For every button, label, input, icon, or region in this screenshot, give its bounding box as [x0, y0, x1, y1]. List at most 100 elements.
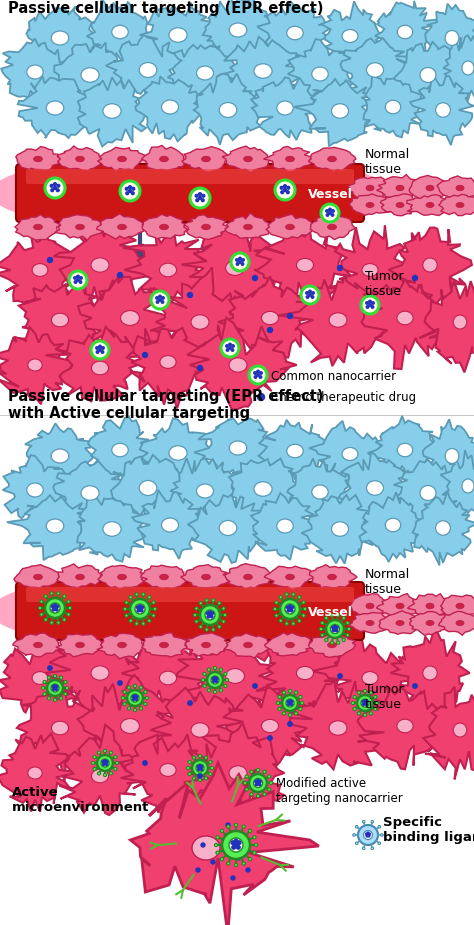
Circle shape	[121, 697, 125, 699]
Circle shape	[131, 191, 134, 194]
Circle shape	[56, 189, 59, 191]
Circle shape	[67, 613, 70, 616]
Circle shape	[50, 621, 53, 624]
Circle shape	[205, 598, 208, 602]
Ellipse shape	[286, 224, 294, 229]
Polygon shape	[348, 177, 393, 202]
Circle shape	[364, 831, 373, 840]
Circle shape	[59, 676, 63, 679]
Ellipse shape	[75, 224, 84, 229]
Polygon shape	[443, 35, 474, 102]
Polygon shape	[264, 566, 316, 590]
Circle shape	[59, 697, 63, 700]
Ellipse shape	[46, 101, 64, 115]
Circle shape	[91, 761, 95, 765]
Circle shape	[205, 610, 215, 620]
Circle shape	[290, 703, 292, 706]
Ellipse shape	[229, 441, 247, 455]
Polygon shape	[362, 279, 447, 369]
Polygon shape	[141, 145, 189, 170]
Circle shape	[275, 601, 278, 604]
Circle shape	[249, 366, 267, 384]
Circle shape	[253, 851, 256, 855]
Circle shape	[186, 767, 190, 770]
Circle shape	[209, 772, 212, 775]
Polygon shape	[184, 633, 229, 656]
Circle shape	[255, 781, 257, 783]
Polygon shape	[379, 610, 423, 635]
Circle shape	[334, 625, 336, 628]
Polygon shape	[53, 462, 133, 523]
Circle shape	[195, 607, 198, 611]
Circle shape	[97, 771, 100, 775]
Circle shape	[50, 603, 60, 613]
Circle shape	[139, 707, 143, 710]
Circle shape	[141, 606, 144, 609]
Polygon shape	[135, 76, 208, 142]
Circle shape	[205, 628, 208, 631]
Ellipse shape	[201, 642, 210, 647]
Circle shape	[131, 694, 139, 702]
Circle shape	[326, 210, 328, 212]
Ellipse shape	[329, 721, 347, 735]
Circle shape	[188, 292, 192, 298]
Circle shape	[369, 712, 373, 715]
Circle shape	[287, 186, 290, 190]
Polygon shape	[257, 1, 330, 62]
Circle shape	[54, 607, 56, 610]
Ellipse shape	[160, 156, 168, 162]
Circle shape	[260, 372, 262, 375]
Circle shape	[207, 672, 223, 688]
Polygon shape	[408, 594, 450, 617]
Ellipse shape	[34, 156, 42, 162]
Circle shape	[132, 188, 135, 191]
Circle shape	[151, 291, 169, 309]
FancyBboxPatch shape	[16, 582, 364, 640]
Circle shape	[232, 845, 236, 849]
Polygon shape	[364, 76, 421, 137]
Polygon shape	[368, 416, 439, 477]
Circle shape	[353, 696, 356, 698]
Polygon shape	[55, 43, 129, 113]
Ellipse shape	[91, 666, 109, 680]
Circle shape	[321, 204, 339, 222]
Circle shape	[235, 863, 237, 867]
Ellipse shape	[328, 574, 337, 580]
Circle shape	[332, 629, 335, 632]
Circle shape	[211, 676, 219, 684]
Circle shape	[237, 841, 241, 845]
Circle shape	[126, 191, 128, 194]
Circle shape	[288, 722, 292, 726]
Polygon shape	[7, 495, 92, 561]
Ellipse shape	[328, 156, 337, 162]
Circle shape	[245, 775, 248, 778]
Text: Chemo therapeutic drug: Chemo therapeutic drug	[271, 390, 416, 403]
Circle shape	[291, 606, 293, 609]
Circle shape	[263, 771, 266, 773]
Polygon shape	[328, 225, 412, 310]
Circle shape	[321, 622, 324, 624]
Ellipse shape	[436, 521, 450, 536]
Circle shape	[244, 782, 246, 784]
Circle shape	[226, 345, 228, 347]
Polygon shape	[16, 147, 61, 170]
Polygon shape	[389, 228, 472, 324]
Circle shape	[142, 593, 145, 596]
Ellipse shape	[191, 314, 209, 329]
Circle shape	[215, 680, 218, 683]
Polygon shape	[225, 213, 272, 239]
Ellipse shape	[169, 28, 187, 43]
Circle shape	[104, 759, 106, 762]
Circle shape	[234, 839, 238, 843]
Polygon shape	[390, 632, 470, 724]
Polygon shape	[78, 675, 185, 777]
Circle shape	[214, 844, 218, 846]
Polygon shape	[142, 215, 188, 239]
Circle shape	[280, 599, 300, 619]
Ellipse shape	[244, 156, 252, 162]
Circle shape	[365, 703, 367, 706]
Circle shape	[347, 627, 351, 631]
Circle shape	[55, 609, 58, 611]
Circle shape	[255, 844, 257, 846]
Polygon shape	[1, 39, 71, 103]
